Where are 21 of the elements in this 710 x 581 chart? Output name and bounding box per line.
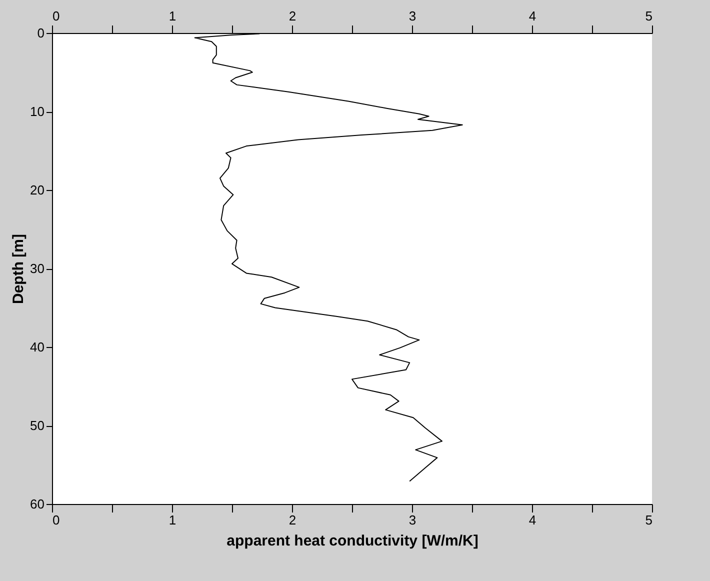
x2-tick-label: 5	[645, 8, 652, 24]
x-tick-label: 3	[408, 512, 416, 528]
x2-tick-label: 2	[288, 8, 296, 24]
x2-tick-label: 0	[52, 8, 60, 24]
y-tick-label: 20	[30, 182, 44, 198]
x2-tick-label: 1	[168, 8, 176, 24]
x-axis-title: apparent heat conductivity [W/m/K]	[226, 532, 478, 550]
y-tick-label: 10	[30, 104, 44, 119]
y-tick-label: 0	[37, 26, 44, 40]
y-tick-label: 60	[30, 496, 44, 512]
x-tick-label: 5	[645, 512, 652, 528]
y-tick-label: 30	[30, 261, 44, 276]
x2-tick-label: 3	[408, 8, 416, 24]
x-tick-label: 0	[52, 512, 60, 528]
x-tick-label: 4	[528, 512, 536, 528]
x2-tick-label: 4	[528, 8, 536, 24]
x-tick-label: 1	[168, 512, 176, 528]
y-tick-label: 40	[30, 340, 44, 354]
y-axis-title: Depth [m]	[10, 234, 28, 304]
y-tick-label: 50	[30, 418, 44, 433]
x-tick-label: 2	[288, 512, 296, 528]
